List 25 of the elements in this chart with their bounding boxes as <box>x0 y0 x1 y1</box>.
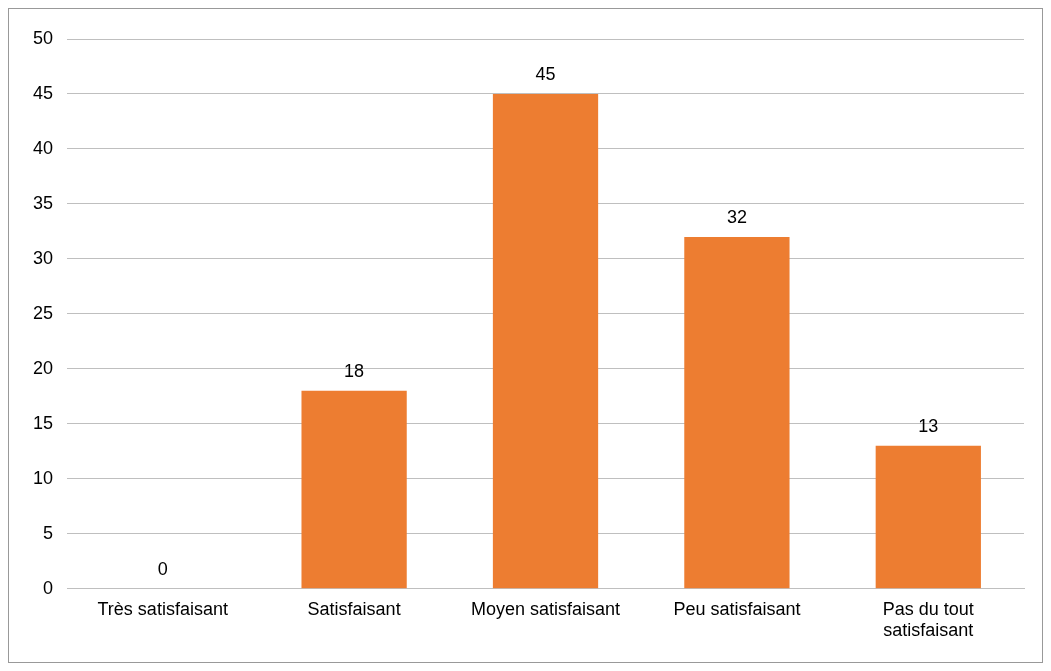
data-label: 0 <box>157 558 168 579</box>
y-tick-label: 50 <box>32 27 54 48</box>
y-tick-label: 30 <box>32 247 54 268</box>
x-tick-label: Satisfaisant <box>307 598 401 619</box>
data-label: 45 <box>535 63 556 84</box>
y-tick-label: 25 <box>32 302 54 323</box>
bar <box>684 236 790 589</box>
data-label: 13 <box>918 415 939 436</box>
y-tick-label: 10 <box>32 467 54 488</box>
bar <box>301 390 407 589</box>
y-tick-label: 40 <box>32 137 54 158</box>
y-tick-label: 15 <box>32 412 54 433</box>
x-tick-label: Pas du tout satisfaisant <box>882 598 974 641</box>
y-tick-label: 35 <box>32 192 54 213</box>
bar <box>492 93 599 589</box>
y-tick-label: 45 <box>32 82 54 103</box>
y-tick-label: 20 <box>32 357 54 378</box>
y-tick-label: 5 <box>43 522 54 543</box>
y-tick-label: 0 <box>43 577 54 598</box>
x-tick-label: Peu satisfaisant <box>673 598 801 619</box>
x-tick-label: Très satisfaisant <box>97 598 228 619</box>
data-label: 32 <box>726 206 747 227</box>
x-tick-label: Moyen satisfaisant <box>470 598 621 619</box>
data-label: 18 <box>344 360 365 381</box>
bar <box>875 445 981 589</box>
